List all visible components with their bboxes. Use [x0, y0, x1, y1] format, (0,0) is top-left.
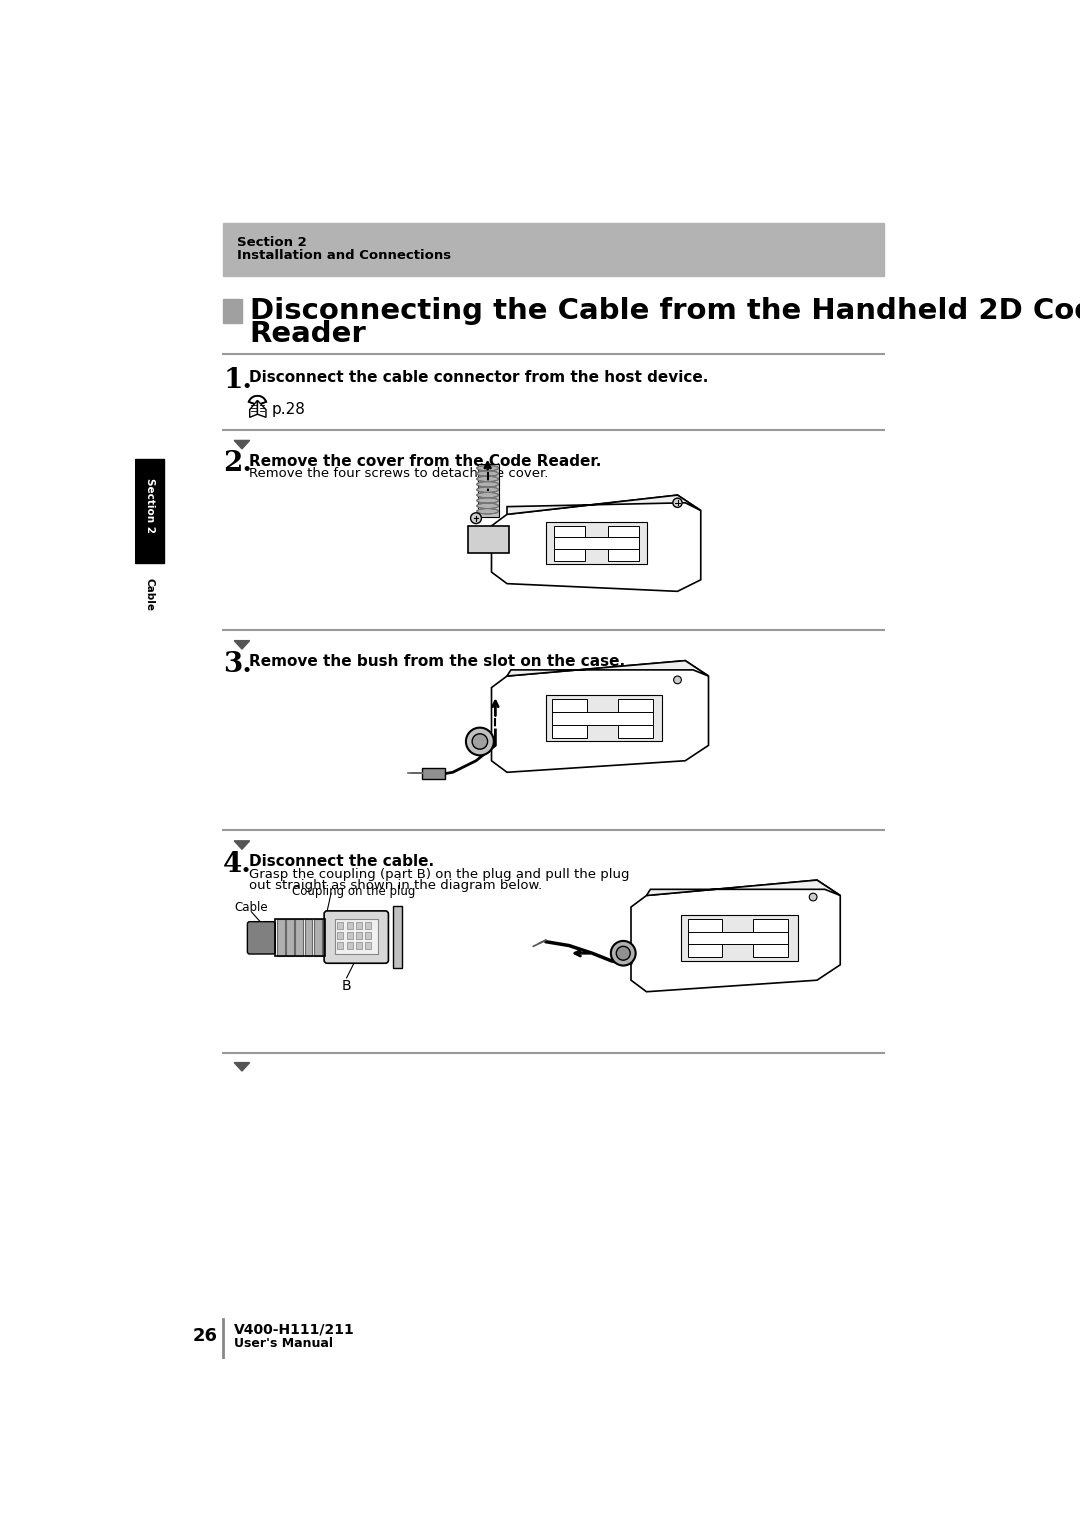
Polygon shape	[249, 400, 257, 417]
Ellipse shape	[476, 466, 499, 470]
Text: out straight as shown in the diagram below.: out straight as shown in the diagram bel…	[248, 880, 542, 892]
Text: Remove the cover from the Code Reader.: Remove the cover from the Code Reader.	[248, 454, 602, 469]
Text: Reader: Reader	[249, 321, 366, 348]
Bar	[356, 931, 362, 939]
Bar	[618, 699, 652, 738]
Bar	[608, 525, 638, 560]
Bar	[314, 919, 322, 956]
Polygon shape	[507, 495, 701, 515]
Polygon shape	[647, 880, 840, 895]
Text: Disconnect the cable connector from the host device.: Disconnect the cable connector from the …	[248, 370, 708, 385]
Bar	[477, 464, 499, 516]
Bar	[681, 915, 798, 960]
Text: Section 2: Section 2	[145, 478, 154, 533]
Bar	[337, 931, 343, 939]
Bar	[688, 931, 788, 944]
Ellipse shape	[476, 487, 499, 492]
Bar	[545, 695, 662, 742]
Bar	[554, 525, 584, 560]
Bar	[335, 919, 378, 954]
Ellipse shape	[476, 504, 499, 508]
Polygon shape	[491, 661, 708, 773]
Bar	[305, 919, 312, 956]
Text: Section 2: Section 2	[238, 235, 307, 249]
Polygon shape	[234, 440, 249, 449]
Bar	[337, 922, 343, 928]
Text: Installation and Connections: Installation and Connections	[238, 249, 451, 263]
Bar	[422, 768, 445, 779]
Text: 4.: 4.	[224, 851, 253, 878]
Bar	[552, 699, 586, 738]
Bar	[393, 906, 403, 968]
Bar	[365, 931, 372, 939]
Text: Cable: Cable	[145, 579, 154, 611]
Bar	[276, 919, 284, 956]
Text: B: B	[341, 979, 351, 994]
Bar	[688, 919, 723, 957]
Circle shape	[617, 947, 631, 960]
Text: Remove the bush from the slot on the case.: Remove the bush from the slot on the cas…	[248, 654, 625, 669]
Text: Coupling on the plug: Coupling on the plug	[293, 886, 416, 898]
Ellipse shape	[476, 498, 499, 504]
Bar	[347, 942, 353, 948]
Text: V400-H111/211: V400-H111/211	[234, 1322, 355, 1336]
Polygon shape	[234, 641, 249, 649]
Ellipse shape	[476, 481, 499, 487]
Text: Cable: Cable	[234, 901, 268, 913]
Polygon shape	[234, 1063, 249, 1070]
Ellipse shape	[476, 476, 499, 481]
Bar	[296, 919, 303, 956]
Bar	[135, 460, 164, 563]
Bar	[347, 931, 353, 939]
Bar	[224, 299, 242, 324]
Bar	[275, 919, 325, 956]
Polygon shape	[469, 525, 509, 553]
Ellipse shape	[476, 470, 499, 476]
Bar	[286, 919, 294, 956]
Bar	[554, 538, 638, 550]
Bar	[545, 522, 647, 565]
FancyBboxPatch shape	[247, 922, 275, 954]
Text: p.28: p.28	[271, 402, 306, 417]
Bar	[365, 942, 372, 948]
Polygon shape	[507, 661, 708, 676]
Bar	[552, 712, 652, 724]
Text: 1.: 1.	[224, 366, 253, 394]
Polygon shape	[491, 495, 701, 591]
Bar	[347, 922, 353, 928]
Circle shape	[673, 498, 683, 507]
Text: Disconnect the cable.: Disconnect the cable.	[248, 854, 434, 869]
Circle shape	[674, 676, 681, 684]
Bar	[356, 922, 362, 928]
Text: Disconnecting the Cable from the Handheld 2D Code: Disconnecting the Cable from the Handhel…	[249, 298, 1080, 325]
Text: User's Manual: User's Manual	[234, 1336, 334, 1350]
Bar	[754, 919, 788, 957]
Bar	[337, 942, 343, 948]
Ellipse shape	[476, 508, 499, 515]
Bar	[356, 942, 362, 948]
Bar	[365, 922, 372, 928]
Circle shape	[465, 728, 494, 756]
Polygon shape	[631, 880, 840, 991]
Bar	[224, 223, 883, 276]
Text: Remove the four screws to detach the cover.: Remove the four screws to detach the cov…	[248, 467, 549, 481]
Circle shape	[611, 941, 636, 965]
Text: 26: 26	[192, 1327, 217, 1345]
Circle shape	[471, 513, 482, 524]
Text: 2.: 2.	[224, 450, 253, 478]
Polygon shape	[234, 841, 249, 849]
FancyBboxPatch shape	[324, 912, 389, 964]
Circle shape	[472, 734, 488, 750]
Polygon shape	[257, 400, 266, 417]
Circle shape	[809, 893, 816, 901]
Text: 3.: 3.	[224, 651, 253, 678]
Text: Grasp the coupling (part B) on the plug and pull the plug: Grasp the coupling (part B) on the plug …	[248, 867, 630, 881]
Ellipse shape	[476, 492, 499, 498]
